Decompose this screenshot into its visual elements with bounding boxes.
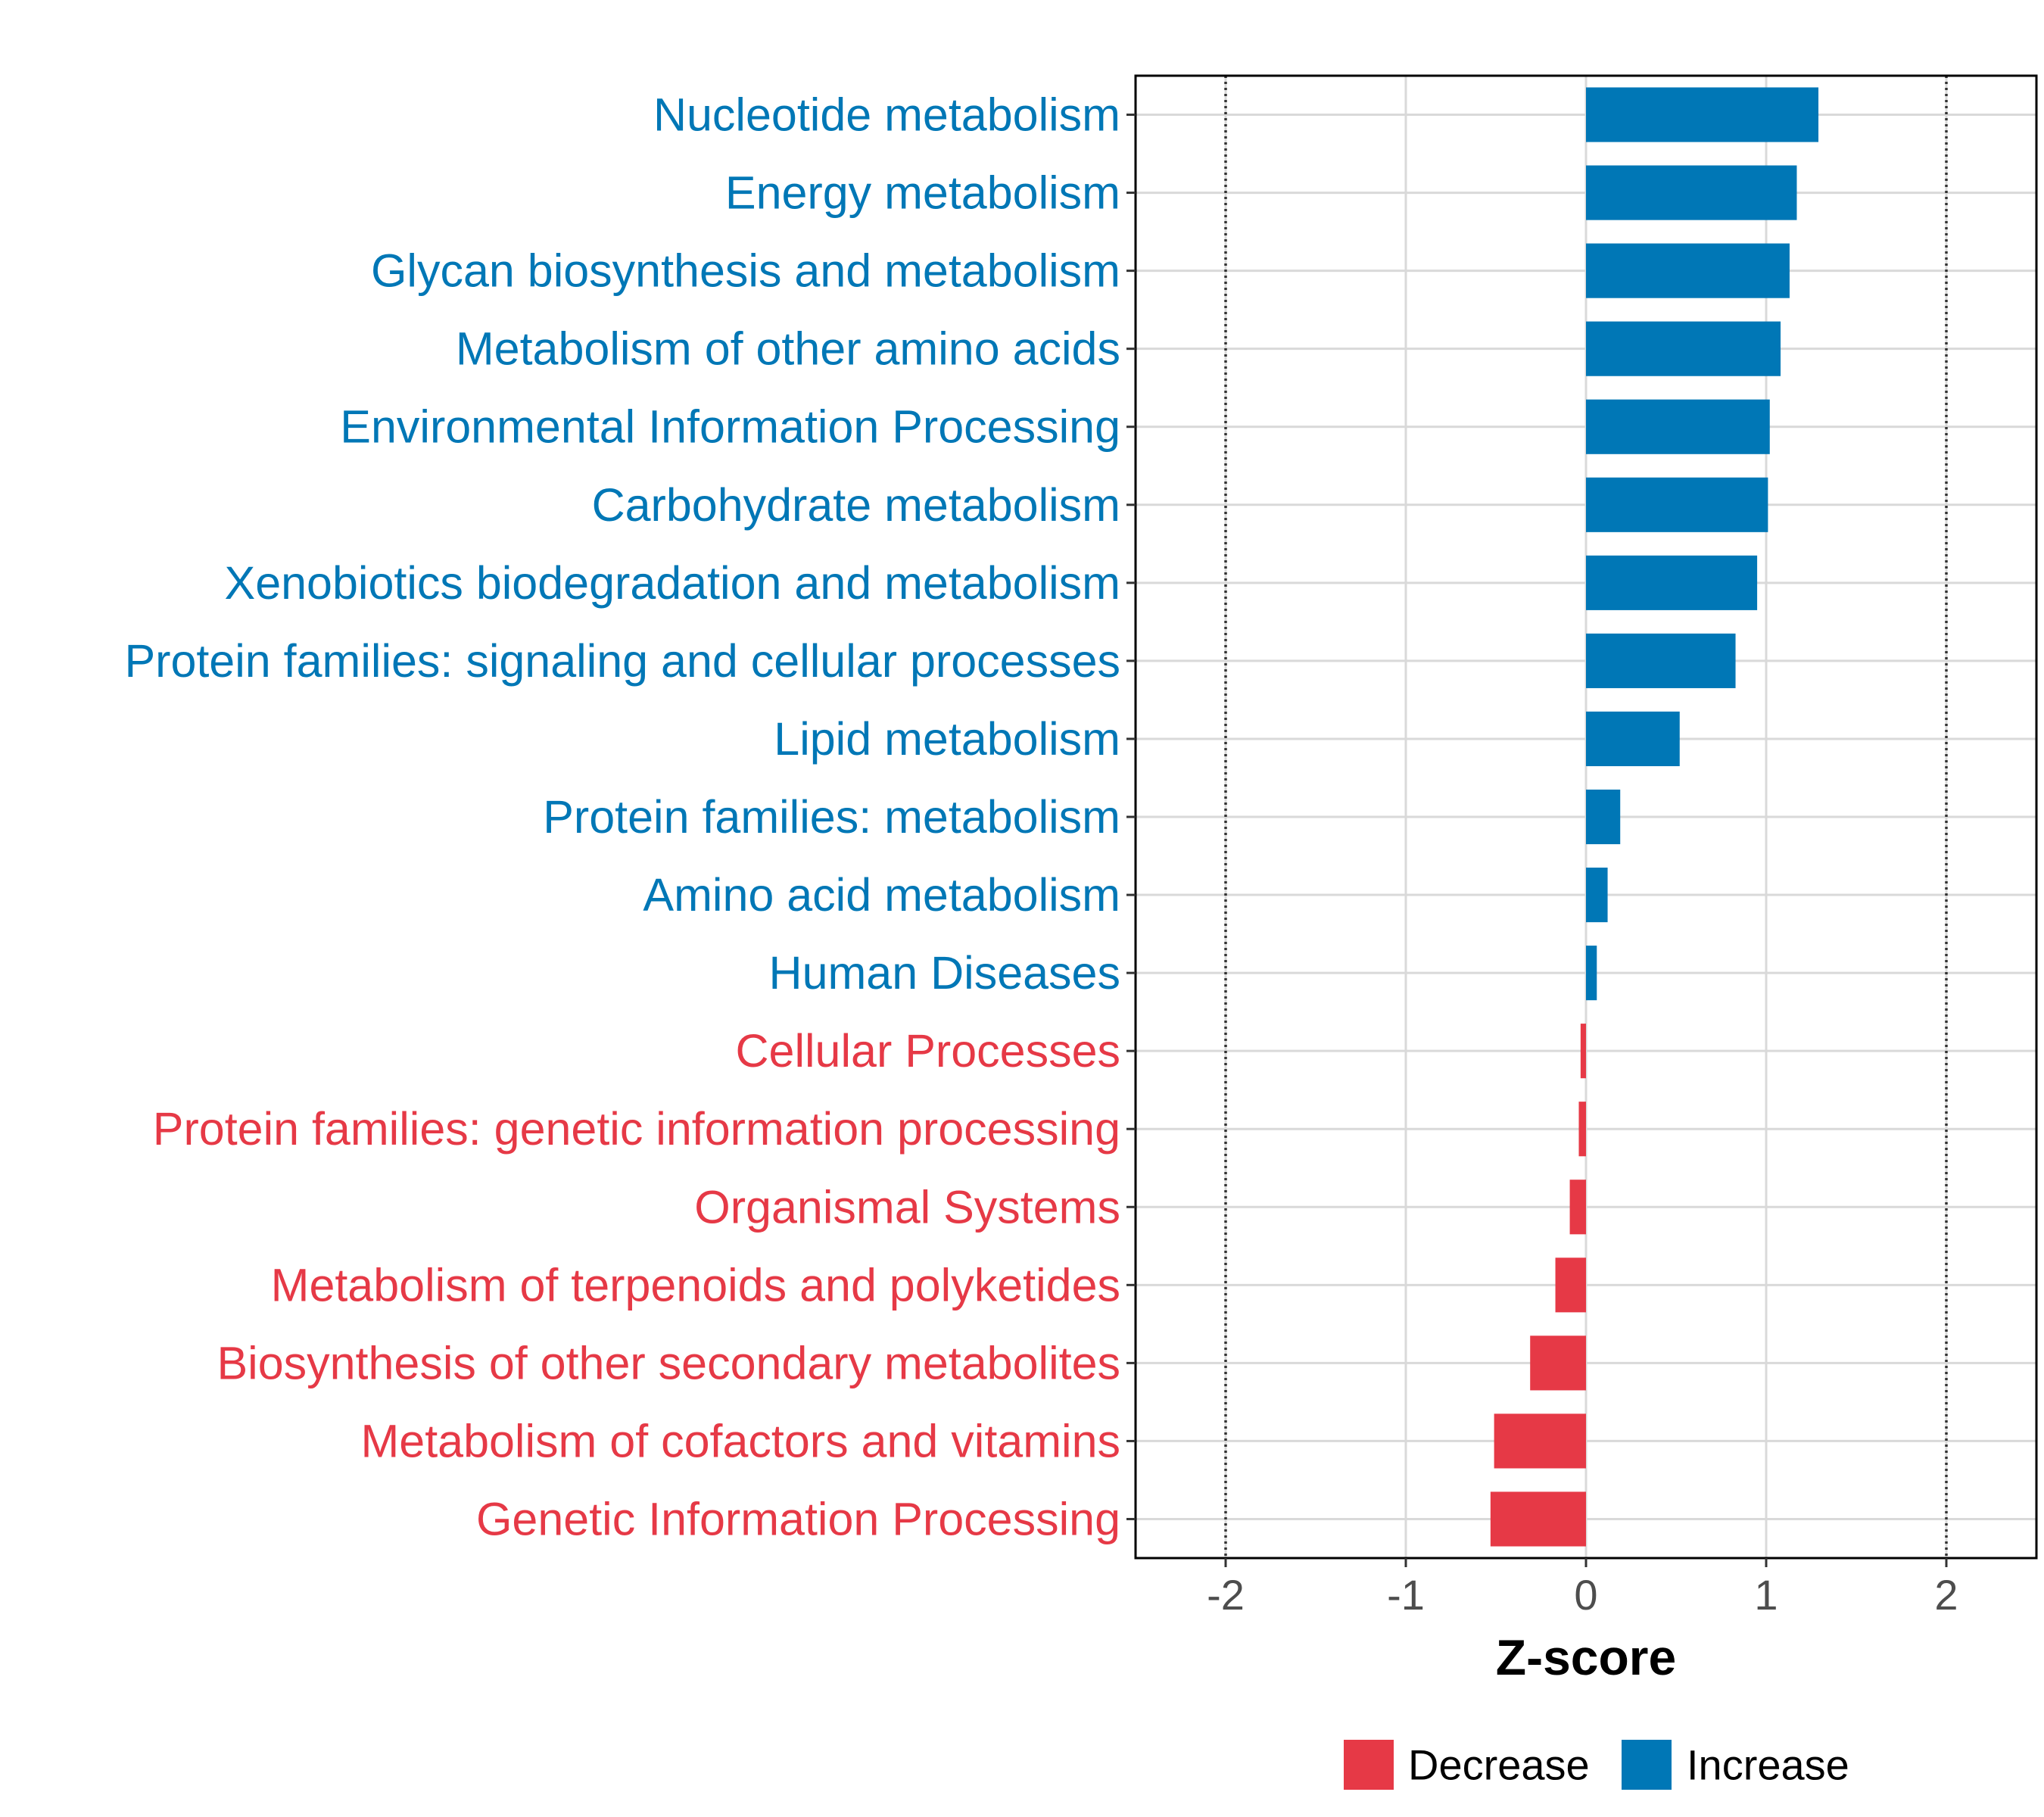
category-label: Protein families: metabolism	[543, 791, 1120, 843]
category-label: Carbohydrate metabolism	[592, 479, 1120, 531]
category-label: Metabolism of terpenoids and polyketides	[271, 1259, 1120, 1311]
bar-carbohydrate-metabolism	[1586, 477, 1768, 532]
x-tick-label: 1	[1754, 1571, 1778, 1619]
legend-label-increase: Increase	[1687, 1741, 1849, 1789]
x-tick-label: 0	[1574, 1571, 1597, 1619]
legend-swatch-increase	[1622, 1740, 1672, 1790]
x-axis: -2 -1 0 1 2	[1207, 1558, 1958, 1619]
bar-xenobiotics-biodegradation-and-metabolism	[1586, 555, 1758, 610]
category-label: Glycan biosynthesis and metabolism	[371, 245, 1120, 297]
bar-organismal-systems	[1569, 1180, 1586, 1235]
category-label: Environmental Information Processing	[340, 401, 1120, 453]
bar-metabolism-of-other-amino-acids	[1586, 321, 1781, 376]
x-tick-label: -1	[1387, 1571, 1425, 1619]
category-label: Amino acid metabolism	[643, 869, 1120, 921]
category-label: Protein families: signaling and cellular…	[124, 635, 1120, 687]
x-axis-title: Z-score	[1496, 1629, 1676, 1685]
bar-metabolism-of-cofactors-and-vitamins	[1494, 1413, 1586, 1469]
x-tick-label: -2	[1207, 1571, 1245, 1619]
category-label: Human Diseases	[769, 947, 1120, 999]
bar-cellular-processes	[1580, 1024, 1586, 1079]
category-label: Genetic Information Processing	[476, 1493, 1120, 1544]
bar-environmental-information-processing	[1586, 399, 1770, 454]
y-axis: Nucleotide metabolism Energy metabolism Gl…	[124, 89, 1136, 1544]
category-label: Organismal Systems	[694, 1181, 1120, 1233]
bar-protein-families-signaling-and-cellular-processes	[1586, 633, 1736, 688]
bar-genetic-information-processing	[1490, 1491, 1586, 1547]
bar-amino-acid-metabolism	[1586, 867, 1608, 923]
x-tick-label: 2	[1934, 1571, 1958, 1619]
category-label: Cellular Processes	[735, 1025, 1120, 1077]
category-label: Protein families: genetic information pr…	[153, 1103, 1120, 1155]
category-label: Lipid metabolism	[774, 713, 1120, 765]
bar-protein-families-metabolism	[1586, 789, 1621, 845]
reference-lines	[1224, 76, 1948, 1558]
bar-lipid-metabolism	[1586, 711, 1680, 767]
legend-label-decrease: Decrease	[1408, 1741, 1590, 1789]
bar-metabolism-of-terpenoids-and-polyketides	[1555, 1258, 1586, 1313]
bars	[1490, 87, 1819, 1547]
bar-biosynthesis-of-other-secondary-metabolites	[1530, 1335, 1586, 1391]
category-label: Metabolism of other amino acids	[456, 323, 1120, 375]
legend: Decrease Increase	[1344, 1740, 1849, 1790]
bar-protein-families-genetic-information-processing	[1578, 1102, 1586, 1157]
category-label: Xenobiotics biodegradation and metabolis…	[225, 557, 1120, 609]
bar-glycan-biosynthesis-and-metabolism	[1586, 243, 1790, 298]
bar-energy-metabolism	[1586, 165, 1797, 220]
category-label: Nucleotide metabolism	[653, 89, 1120, 141]
category-label: Energy metabolism	[725, 167, 1120, 219]
bar-nucleotide-metabolism	[1586, 87, 1819, 142]
legend-swatch-decrease	[1344, 1740, 1394, 1790]
category-label: Biosynthesis of other secondary metaboli…	[217, 1337, 1120, 1388]
bar-human-diseases	[1586, 946, 1597, 1001]
category-label: Metabolism of cofactors and vitamins	[360, 1415, 1120, 1466]
